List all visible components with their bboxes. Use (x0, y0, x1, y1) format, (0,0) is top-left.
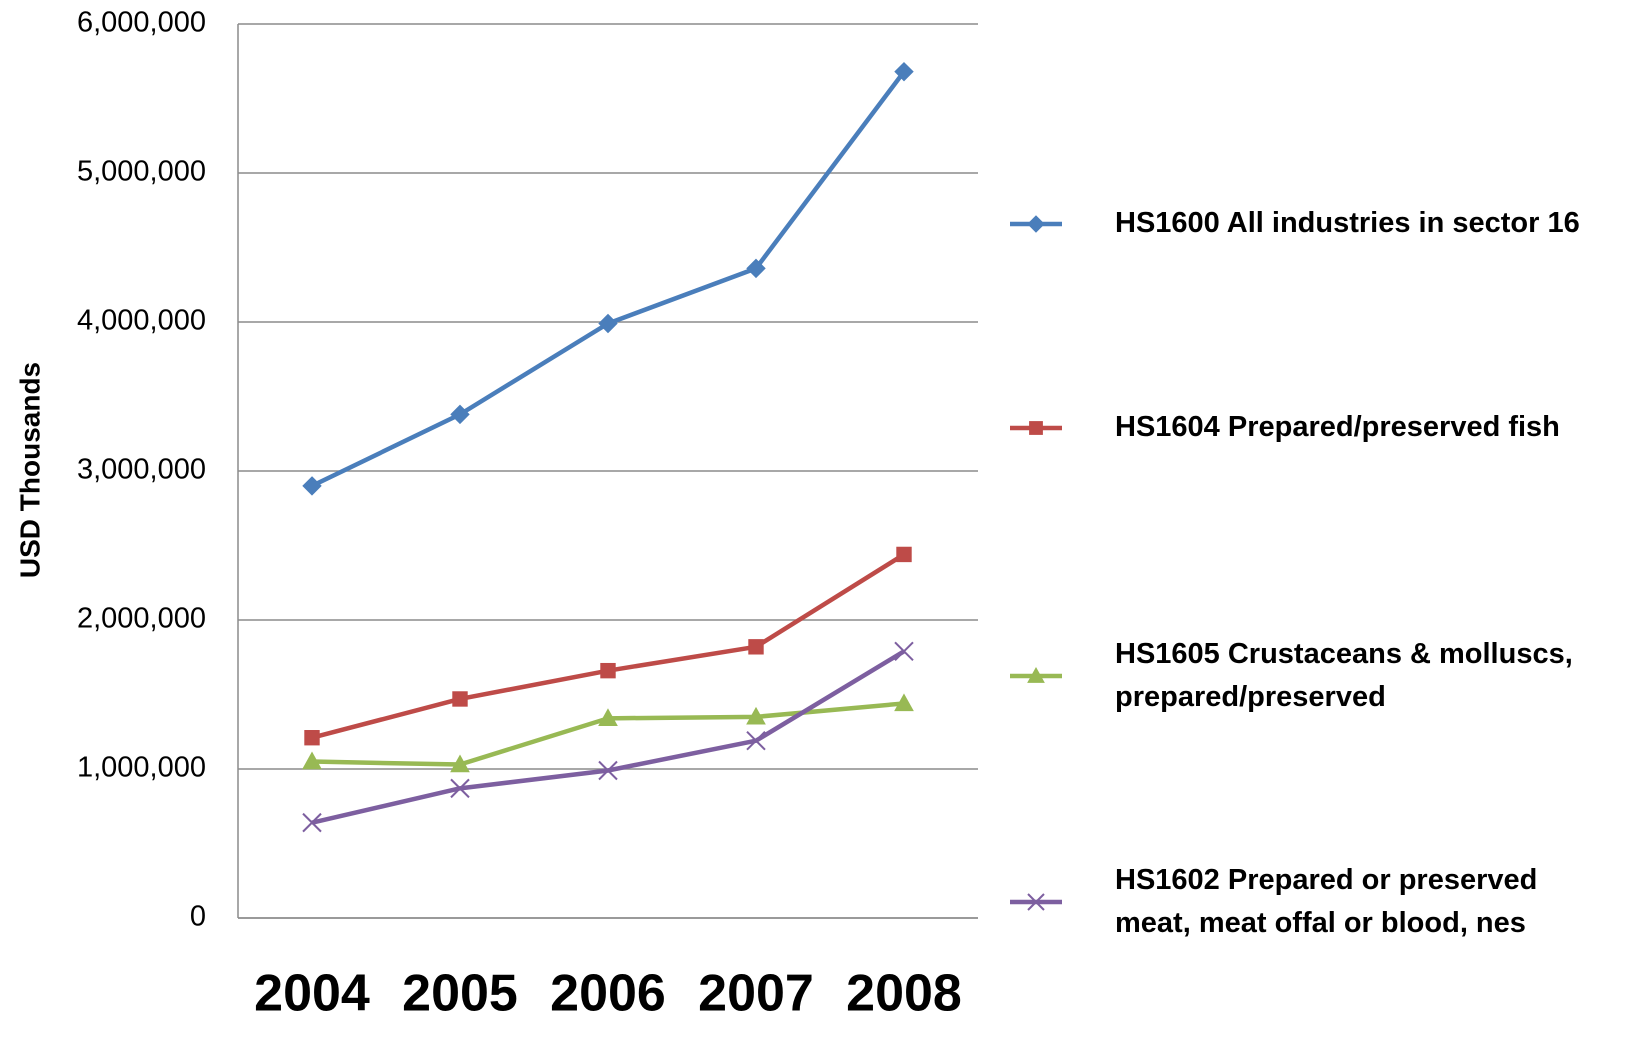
marker (452, 691, 468, 707)
marker (598, 708, 618, 727)
marker (896, 546, 912, 563)
marker (302, 751, 322, 770)
marker (746, 258, 766, 279)
marker (302, 812, 322, 833)
y-tick-label: 0 (190, 901, 206, 933)
marker (450, 778, 470, 799)
y-tick-label: 5,000,000 (77, 156, 206, 188)
marker (894, 641, 914, 661)
marker (746, 706, 766, 725)
legend-label: HS1602 Prepared or preserved meat, meat … (1115, 864, 1538, 939)
marker (1027, 893, 1045, 911)
marker (450, 754, 470, 773)
marker (748, 639, 764, 655)
y-tick-label: 1,000,000 (77, 752, 206, 784)
y-tick-label: 3,000,000 (77, 454, 206, 486)
marker (746, 730, 766, 751)
marker (598, 760, 618, 781)
x-tick-label: 2006 (550, 965, 666, 1023)
y-tick-label: 2,000,000 (77, 603, 206, 635)
x-tick-label: 2007 (698, 965, 814, 1023)
series-line (311, 70, 906, 488)
marker (304, 730, 320, 746)
marker (598, 313, 618, 334)
marker (302, 476, 322, 496)
y-axis-label: USD Thousands (14, 362, 45, 578)
y-tick-label: 6,000,000 (77, 7, 206, 39)
x-tick-label: 2004 (254, 965, 370, 1023)
marker (1027, 215, 1045, 233)
legend-label: HS1605 Crustaceans & molluscs, prepared/… (1115, 638, 1573, 713)
y-tick-label: 4,000,000 (77, 305, 206, 337)
marker (894, 693, 914, 712)
legend-label: HS1604 Prepared/preserved fish (1115, 411, 1560, 443)
marker (1029, 421, 1043, 435)
legend-label: HS1600 All industries in sector 16 (1115, 207, 1580, 239)
marker (600, 662, 616, 679)
x-tick-label: 2005 (402, 965, 518, 1023)
marker (894, 61, 914, 82)
marker (450, 404, 470, 425)
x-tick-label: 2008 (846, 965, 962, 1023)
marker (1027, 666, 1045, 683)
